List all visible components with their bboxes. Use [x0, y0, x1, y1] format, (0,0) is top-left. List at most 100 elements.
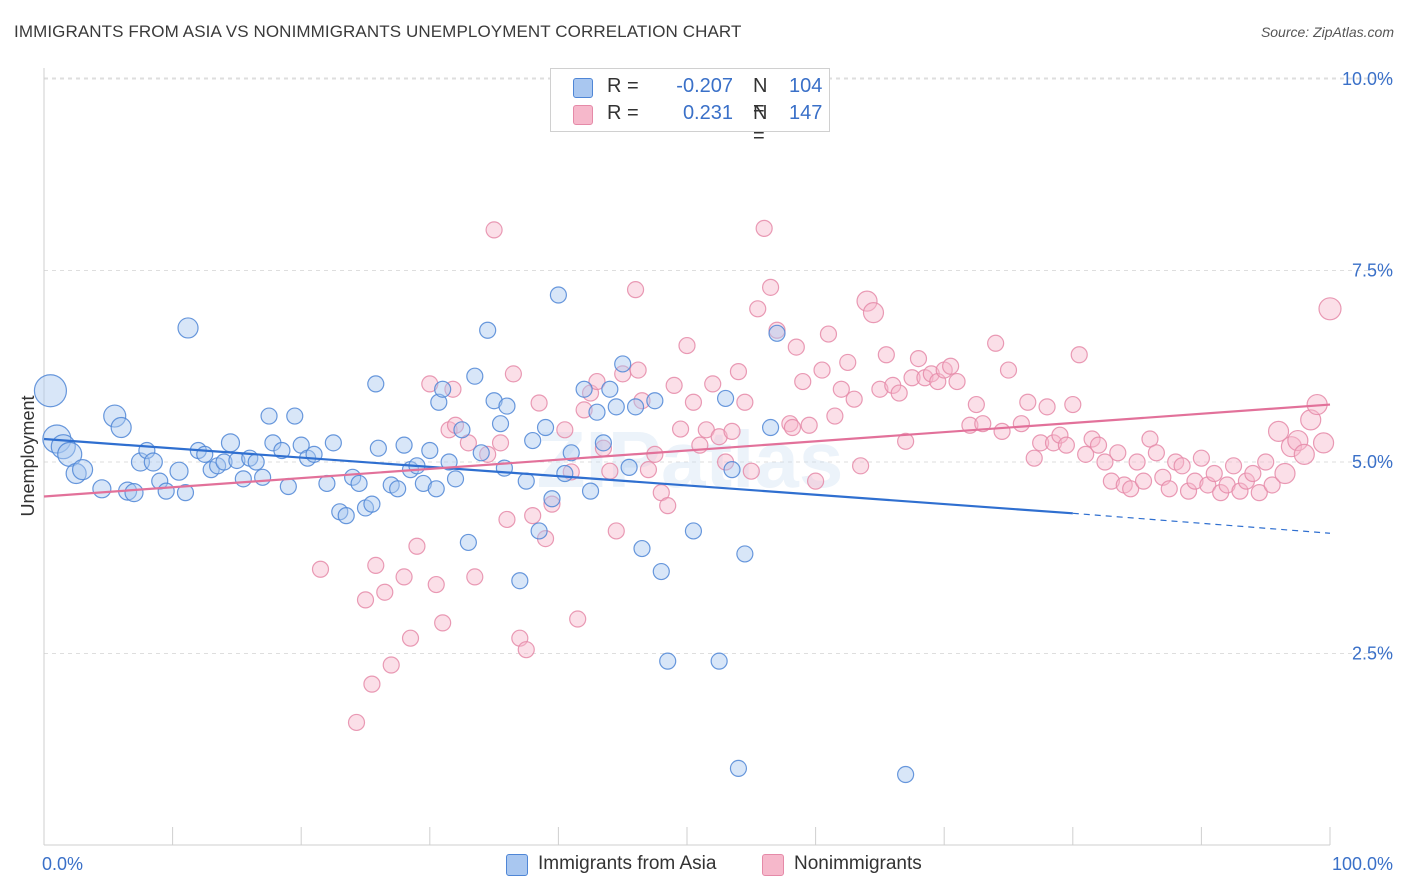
nonimmigrants-point: [1057, 436, 1075, 454]
immigrants-point: [440, 453, 458, 471]
nonimmigrants-point: [671, 420, 690, 438]
nonimmigrants-point: [588, 372, 606, 391]
immigrants-point: [652, 562, 670, 581]
nonimmigrants-point: [376, 583, 394, 601]
axis-labels: 2.5% 5.0% 7.5% 10.0% 0.0% 100.0% Unemployment: [18, 69, 1393, 874]
nonimmigrants-point: [729, 363, 748, 381]
nonimmigrants-point: [575, 401, 593, 419]
nonimmigrants-point: [1293, 443, 1315, 465]
immigrants-points: [33, 286, 915, 784]
nonimmigrants-point: [749, 300, 767, 318]
nonimmigrants-point: [826, 407, 844, 425]
nonimmigrants-point: [845, 390, 863, 408]
nonimmigrants-point: [783, 418, 802, 437]
nonimmigrants-point: [1147, 444, 1165, 462]
nonimmigrants-point: [1025, 449, 1043, 467]
nonimmigrants-point: [1224, 457, 1243, 475]
immigrants-point: [472, 444, 490, 462]
nonimmigrants-point: [1244, 464, 1262, 483]
nonimmigrants-point: [710, 428, 728, 446]
immigrants-point: [517, 472, 535, 490]
immigrants-point: [736, 545, 754, 563]
nonimmigrants-point: [1186, 472, 1204, 490]
nonimmigrants-point: [897, 432, 915, 450]
nonimmigrants-point: [684, 393, 703, 411]
nonimmigrants-point: [1173, 457, 1191, 475]
nonimmigrants-point: [1051, 426, 1069, 444]
immigrants-point: [556, 464, 574, 483]
nonimmigrants-point: [942, 357, 960, 375]
immigrants-point: [491, 415, 510, 433]
immigrants-point: [389, 480, 407, 498]
immigrants-point: [395, 436, 413, 454]
nonimmigrants-point: [832, 380, 850, 398]
nonimmigrants-point: [723, 422, 741, 440]
legend-label: Immigrants from Asia: [538, 853, 717, 874]
nonimmigrants-point: [1267, 420, 1290, 442]
n-label: N =: [753, 75, 768, 120]
nonimmigrants-point: [524, 507, 542, 525]
r-value: -0.207: [676, 75, 733, 97]
immigrants-point: [479, 321, 497, 339]
nonimmigrants-point: [1312, 432, 1335, 454]
nonimmigrants-point: [856, 290, 878, 312]
nonimmigrants-point: [678, 336, 696, 355]
immigrants-point: [430, 393, 448, 411]
nonimmigrants-point: [1231, 482, 1249, 500]
nonimmigrants-point: [639, 461, 658, 479]
y-tick-label: 5.0%: [1352, 452, 1393, 472]
immigrants-point: [363, 495, 381, 513]
gridlines: [44, 77, 1392, 654]
nonimmigrants-point: [704, 375, 722, 393]
nonimmigrants-point: [633, 392, 651, 410]
nonimmigrants-point: [382, 656, 400, 674]
nonimmigrants-point: [1318, 297, 1342, 321]
nonimmigrants-point: [999, 361, 1018, 379]
immigrants-point: [103, 404, 127, 428]
nonimmigrants-point: [736, 393, 754, 411]
immigrants-point: [273, 441, 291, 460]
immigrants-point: [601, 380, 619, 398]
immigrants-point: [421, 441, 439, 460]
immigrants-point: [723, 461, 741, 479]
nonimmigrants-point: [1287, 429, 1309, 452]
nonimmigrants-point: [794, 372, 812, 391]
axes: [43, 68, 1331, 846]
nonimmigrants-trend-line: [43, 403, 1331, 498]
immigrants-point: [633, 539, 651, 558]
x-tick-label: 100.0%: [1332, 854, 1393, 874]
immigrants-point: [247, 453, 265, 471]
immigrants-point: [65, 462, 87, 485]
nonimmigrants-point: [909, 349, 928, 368]
x-tick-label: 0.0%: [42, 854, 83, 874]
trend-lines: [43, 403, 1331, 534]
nonimmigrants-point: [1192, 449, 1211, 467]
chart-title: IMMIGRANTS FROM ASIA VS NONIMMIGRANTS UN…: [14, 22, 742, 41]
nonimmigrants-point: [755, 219, 773, 237]
immigrants-point: [33, 374, 68, 408]
immigrants-point: [196, 445, 214, 463]
immigrants-point: [367, 375, 385, 393]
nonimmigrants-point: [1128, 453, 1146, 471]
nonimmigrants-point: [800, 416, 818, 434]
nonimmigrants-point: [1070, 346, 1088, 364]
nonimmigrants-points: [311, 219, 1342, 732]
nonimmigrants-point: [1038, 398, 1056, 416]
legend-label: Nonimmigrants: [794, 853, 922, 874]
immigrants-point: [318, 474, 336, 493]
immigrants-point: [324, 434, 342, 452]
nonimmigrants-point: [1141, 430, 1159, 448]
nonimmigrants-point: [395, 568, 413, 586]
immigrants-point: [897, 765, 915, 784]
n-value: 147: [789, 102, 823, 124]
nonimmigrants-point: [993, 422, 1011, 440]
immigrants-point: [684, 522, 703, 540]
immigrants-point: [620, 458, 638, 476]
nonimmigrants-point: [1122, 480, 1140, 498]
immigrants-point: [369, 439, 387, 457]
immigrants-point: [414, 474, 432, 493]
r-value: 0.231: [682, 102, 733, 124]
nonimmigrants-point: [877, 346, 895, 364]
immigrants-point: [337, 507, 355, 525]
immigrants-point: [286, 407, 304, 425]
